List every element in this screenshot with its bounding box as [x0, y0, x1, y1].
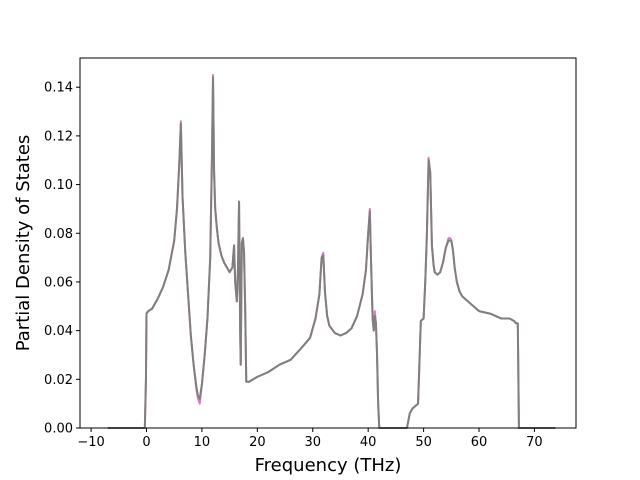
y-tick-label: 0.12 [44, 129, 73, 144]
x-tick-label: 50 [415, 435, 432, 450]
x-axis-label: Frequency (THz) [255, 455, 402, 476]
y-tick-label: 0.02 [44, 373, 73, 388]
x-tick-label: 70 [526, 435, 543, 450]
y-tick-label: 0.14 [44, 81, 73, 96]
x-tick-label: −10 [77, 435, 104, 450]
y-tick-label: 0.10 [44, 178, 73, 193]
axes-frame [79, 57, 577, 429]
y-tick-label: 0.08 [44, 227, 73, 242]
y-tick-label: 0.06 [44, 275, 73, 290]
y-axis: 0.00 0.02 0.04 0.06 0.08 0.10 0.12 0.14 [44, 81, 80, 437]
x-tick-label: 20 [249, 435, 266, 450]
x-axis: −10 0 10 20 30 40 50 60 70 [77, 428, 543, 450]
x-tick-label: 40 [360, 435, 377, 450]
y-tick-label: 0.00 [44, 422, 73, 437]
x-tick-label: 60 [471, 435, 488, 450]
x-tick-label: 10 [194, 435, 211, 450]
series-line-0 [107, 74, 556, 429]
series-layer [107, 74, 556, 429]
x-tick-label: 0 [142, 435, 150, 450]
x-tick-label: 30 [304, 435, 321, 450]
y-axis-label: Partial Density of States [13, 135, 34, 352]
series-line-1 [107, 76, 556, 429]
y-tick-label: 0.04 [44, 324, 73, 339]
